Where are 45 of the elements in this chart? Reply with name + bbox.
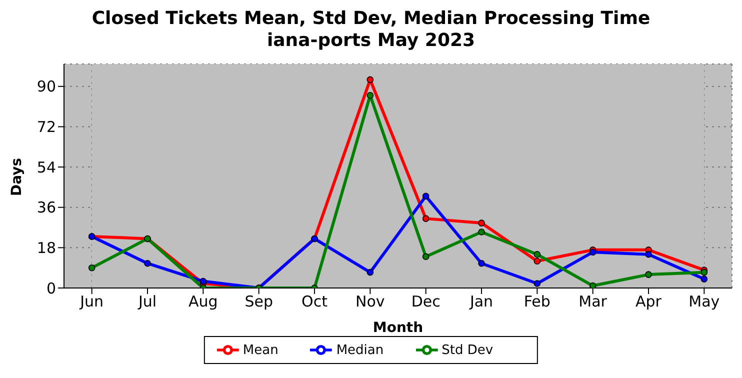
legend-label: Std Dev xyxy=(442,342,494,358)
point xyxy=(144,260,151,267)
point xyxy=(534,258,541,265)
x-tick-label: Jul xyxy=(137,292,157,311)
x-tick-label: Apr xyxy=(636,292,662,311)
x-tick-label: Mar xyxy=(578,292,608,311)
y-tick-label: 36 xyxy=(36,198,56,217)
x-tick-label: May xyxy=(688,292,720,311)
chart-title: Closed Tickets Mean, Std Dev, Median Processing Time iana-ports May 2023 xyxy=(90,8,652,52)
y-tick-label: 0 xyxy=(46,279,56,298)
legend-label: Mean xyxy=(242,342,278,358)
point xyxy=(478,228,485,236)
x-tick-label: Sep xyxy=(244,292,273,311)
point xyxy=(422,192,430,200)
y-axis-title: Days xyxy=(8,158,25,196)
point xyxy=(478,220,485,226)
point xyxy=(422,253,430,260)
x-tick-label: Jun xyxy=(79,292,104,311)
point xyxy=(478,260,485,267)
x-axis-title: Month xyxy=(372,320,424,336)
point xyxy=(645,271,652,278)
point xyxy=(589,248,596,256)
x-tick-label: Nov xyxy=(356,292,385,311)
y-tick-label: 54 xyxy=(36,158,56,176)
x-tick-label: Aug xyxy=(188,292,218,311)
x-tick-label: Dec xyxy=(411,292,440,311)
x-tick-label: Oct xyxy=(302,292,328,311)
point xyxy=(366,92,374,99)
point xyxy=(534,280,541,287)
legend-label: Median xyxy=(336,342,384,358)
x-tick-label: Feb xyxy=(524,292,550,311)
point xyxy=(645,251,652,258)
point xyxy=(366,268,374,276)
y-tick-label: 18 xyxy=(36,239,56,258)
point xyxy=(200,278,207,285)
point xyxy=(700,268,708,276)
point xyxy=(422,215,430,222)
x-tick-label: Jan xyxy=(468,292,494,311)
point xyxy=(589,282,596,288)
point xyxy=(366,76,374,84)
point xyxy=(88,264,96,272)
point xyxy=(534,251,541,258)
y-tick-label: 90 xyxy=(36,78,56,96)
point xyxy=(700,276,708,282)
y-tick-label: 72 xyxy=(36,118,56,136)
